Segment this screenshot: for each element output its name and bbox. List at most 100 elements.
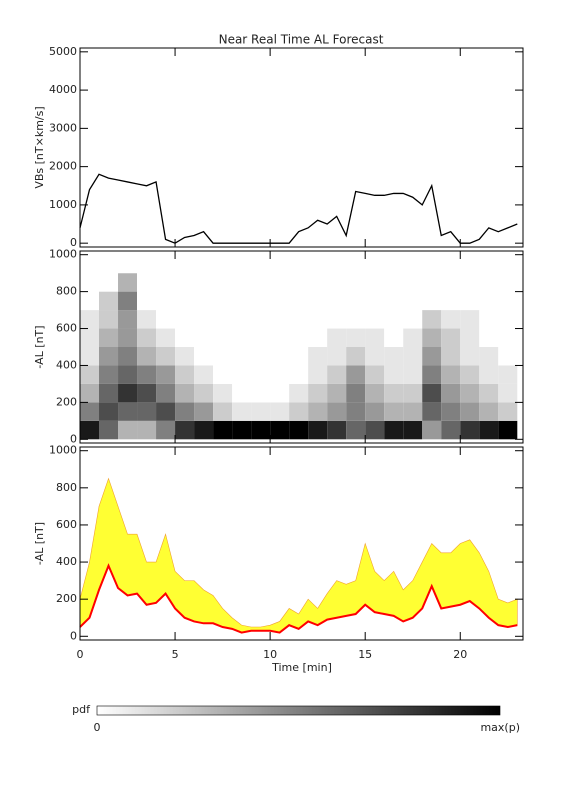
pdf-cell xyxy=(365,310,385,329)
pdf-cell xyxy=(365,347,385,366)
pdf-cell xyxy=(308,402,328,421)
pdf-cell xyxy=(80,420,100,440)
pdf-cell xyxy=(498,310,518,329)
pdf-cell xyxy=(308,254,328,274)
pdf-cell xyxy=(422,383,442,403)
pdf-cell xyxy=(441,310,461,329)
pdf-cell xyxy=(498,328,518,347)
pdf-cell xyxy=(99,291,119,311)
pdf-cell xyxy=(365,273,385,292)
pdf-cell xyxy=(327,402,347,421)
y-tick-label: 5000 xyxy=(49,45,77,58)
pdf-cell xyxy=(156,347,176,366)
pdf-cell xyxy=(498,420,518,440)
pdf-cell xyxy=(118,347,138,366)
pdf-cell xyxy=(194,254,214,274)
y-tick-label: 3000 xyxy=(49,121,77,134)
pdf-cell xyxy=(80,273,100,292)
y-axis-label: VBs [nT×km/s] xyxy=(33,106,46,188)
pdf-cell xyxy=(365,254,385,274)
pdf-cell xyxy=(498,291,518,311)
pdf-cell xyxy=(156,402,176,421)
x-tick-label: 0 xyxy=(77,648,84,661)
pdf-cell xyxy=(270,310,290,329)
pdf-cell xyxy=(441,420,461,440)
pdf-cell xyxy=(384,273,404,292)
y-tick-label: 600 xyxy=(56,518,77,531)
pdf-cell xyxy=(441,273,461,292)
pdf-cell xyxy=(80,310,100,329)
pdf-cell xyxy=(137,365,157,384)
pdf-cell xyxy=(384,365,404,384)
pdf-cell xyxy=(479,328,499,347)
pdf-cell xyxy=(327,291,347,311)
pdf-cell xyxy=(270,254,290,274)
pdf-cell xyxy=(460,291,480,311)
pdf-cell xyxy=(175,273,195,292)
y-tick-label: 400 xyxy=(56,555,77,568)
pdf-cell xyxy=(156,254,176,274)
pdf-cell xyxy=(308,291,328,311)
pdf-cell xyxy=(270,383,290,403)
pdf-cell xyxy=(289,365,309,384)
pdf-cell xyxy=(289,420,309,440)
pdf-cell xyxy=(213,310,233,329)
pdf-cell xyxy=(232,402,252,421)
pdf-cell xyxy=(270,273,290,292)
pdf-cell xyxy=(346,402,366,421)
y-tick-label: 0 xyxy=(70,236,77,249)
pdf-cell xyxy=(232,273,252,292)
y-tick-label: 200 xyxy=(56,592,77,605)
pdf-cell xyxy=(80,328,100,347)
pdf-cell xyxy=(118,273,138,292)
pdf-cell xyxy=(194,347,214,366)
pdf-cell xyxy=(327,254,347,274)
pdf-cell xyxy=(251,291,271,311)
y-tick-label: 2000 xyxy=(49,160,77,173)
pdf-cell xyxy=(289,402,309,421)
pdf-cell xyxy=(403,383,423,403)
pdf-cell xyxy=(460,365,480,384)
pdf-cell xyxy=(80,383,100,403)
pdf-cell xyxy=(403,273,423,292)
pdf-cell xyxy=(308,273,328,292)
pdf-cell xyxy=(137,328,157,347)
pdf-cell xyxy=(194,383,214,403)
pdf-cell xyxy=(460,328,480,347)
pdf-cell xyxy=(460,347,480,366)
pdf-cell xyxy=(422,402,442,421)
plot-frame xyxy=(79,250,524,444)
pdf-cell xyxy=(213,402,233,421)
pdf-cell xyxy=(346,328,366,347)
pdf-cell xyxy=(137,383,157,403)
pdf-cell xyxy=(422,291,442,311)
pdf-cell xyxy=(460,273,480,292)
pdf-cell xyxy=(99,365,119,384)
pdf-cell xyxy=(441,383,461,403)
pdf-cell xyxy=(137,310,157,329)
pdf-cell xyxy=(213,328,233,347)
pdf-cell xyxy=(403,310,423,329)
pdf-cell xyxy=(403,402,423,421)
pdf-cell xyxy=(289,291,309,311)
pdf-cell xyxy=(80,365,100,384)
data-line xyxy=(79,173,518,244)
pdf-cell xyxy=(251,273,271,292)
y-tick-label: 1000 xyxy=(49,198,77,211)
pdf-cell xyxy=(251,347,271,366)
pdf-cell xyxy=(422,328,442,347)
pdf-cell xyxy=(213,291,233,311)
pdf-cell xyxy=(251,383,271,403)
pdf-cell xyxy=(441,254,461,274)
pdf-cell xyxy=(384,310,404,329)
pdf-cell xyxy=(175,291,195,311)
pdf-cell xyxy=(403,420,423,440)
pdf-cell xyxy=(232,310,252,329)
pdf-cell xyxy=(498,365,518,384)
pdf-cell xyxy=(175,347,195,366)
pdf-cell xyxy=(479,347,499,366)
pdf-cell xyxy=(118,365,138,384)
pdf-cell xyxy=(327,383,347,403)
pdf-cell xyxy=(137,291,157,311)
